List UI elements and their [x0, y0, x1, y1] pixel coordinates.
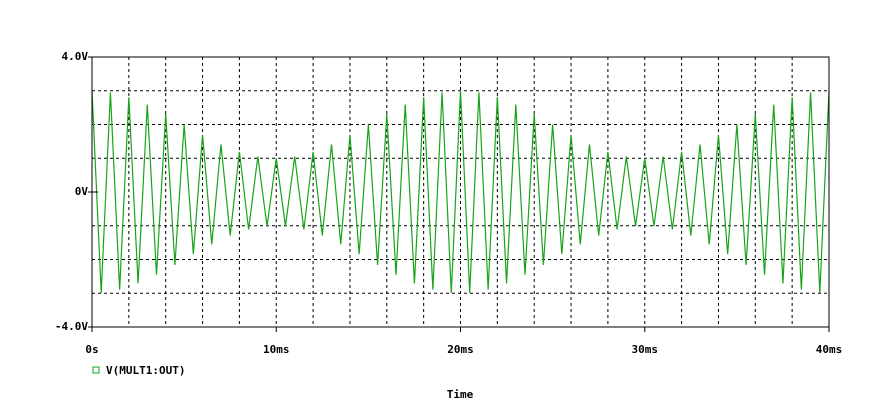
x-tick-label: 20ms	[447, 343, 474, 356]
x-tick-label: 30ms	[632, 343, 659, 356]
y-tick-label: 0V	[75, 185, 89, 198]
x-tick-label: 10ms	[263, 343, 290, 356]
legend-marker	[92, 366, 100, 374]
y-tick-label: 4.0V	[62, 50, 89, 63]
x-tick-label: 0s	[85, 343, 98, 356]
line-series	[91, 90, 830, 293]
y-tick-label: -4.0V	[55, 320, 88, 333]
legend-label: V(MULT1:OUT)	[106, 364, 185, 377]
x-tick-label: 40ms	[816, 343, 843, 356]
x-axis-label: Time	[447, 388, 474, 401]
